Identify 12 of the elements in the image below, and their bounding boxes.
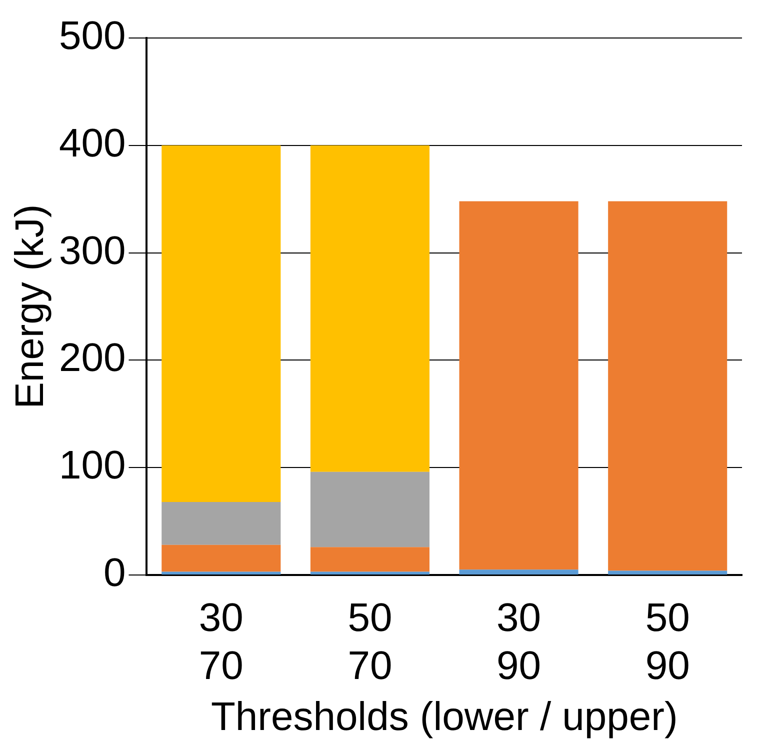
x-tick-label: 50 70 [348, 596, 392, 688]
x-axis-title: Thresholds (lower / upper) [210, 695, 678, 740]
y-tick-label: 0 [103, 551, 126, 596]
y-tick-label: 300 [58, 228, 126, 273]
y-tick-label: 200 [58, 336, 126, 380]
x-tick-label: 30 70 [198, 596, 244, 688]
x-tick-label: 30 90 [496, 596, 542, 688]
x-tick-label: 50 90 [645, 596, 690, 688]
y-tick-label: 400 [58, 121, 126, 166]
y-axis-title: Energy (kJ) [8, 204, 52, 409]
y-tick-label: 100 [58, 444, 126, 488]
y-tick-label: 500 [58, 14, 126, 58]
